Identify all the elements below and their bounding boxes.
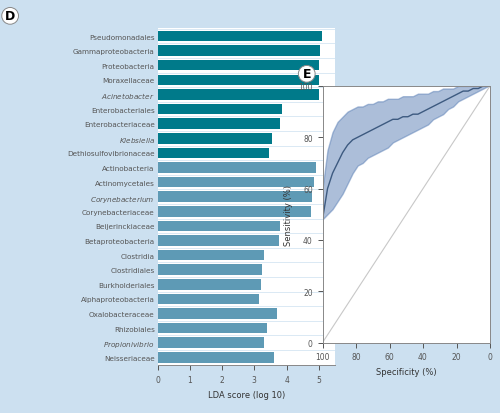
Bar [158, 46, 320, 57]
Bar [158, 338, 264, 348]
Text: D: D [5, 10, 15, 23]
Bar [158, 32, 322, 42]
Bar [158, 76, 319, 86]
Bar [158, 352, 274, 363]
Legend: Health, Sepsis: Health, Sepsis [389, 135, 441, 179]
Bar [158, 250, 264, 261]
Bar [158, 236, 278, 246]
Bar [158, 163, 316, 173]
Bar [158, 104, 282, 115]
Y-axis label: Sensitivity (%): Sensitivity (%) [284, 184, 292, 245]
Bar [158, 309, 277, 319]
Bar [158, 178, 314, 188]
Bar [158, 61, 319, 71]
Bar [158, 134, 272, 144]
Bar [158, 221, 280, 232]
Bar [158, 265, 262, 275]
Bar [158, 323, 267, 334]
Text: E: E [302, 68, 311, 81]
Bar [158, 294, 259, 304]
Bar [158, 192, 312, 202]
Bar [158, 119, 280, 130]
Bar [158, 206, 311, 217]
Bar [158, 148, 269, 159]
X-axis label: LDA score (log 10): LDA score (log 10) [208, 390, 285, 399]
Bar [158, 90, 319, 100]
Bar [158, 279, 261, 290]
X-axis label: Specificity (%): Specificity (%) [376, 367, 436, 376]
